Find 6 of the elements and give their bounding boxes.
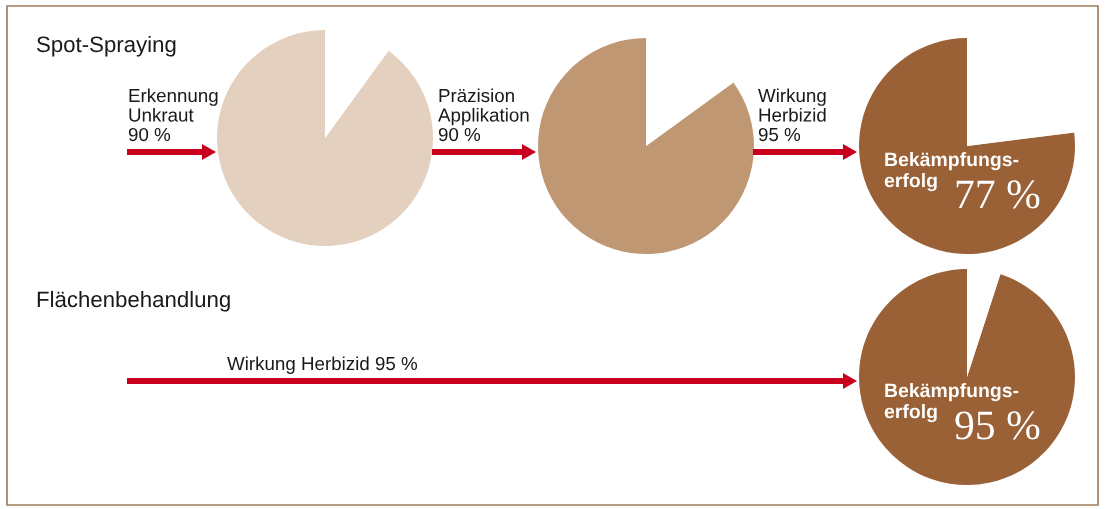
text: Wirkung Herbizid 95 % bbox=[227, 356, 418, 374]
text: Erkennung Unkraut 90 % bbox=[128, 88, 218, 142]
chart-title: Spot-Spraying bbox=[37, 35, 176, 57]
text: Präzision Applikation 90 % bbox=[438, 88, 529, 142]
text: Flächenbehandlung bbox=[37, 290, 230, 312]
text: Wirkung Herbizid 95 % bbox=[758, 88, 826, 142]
